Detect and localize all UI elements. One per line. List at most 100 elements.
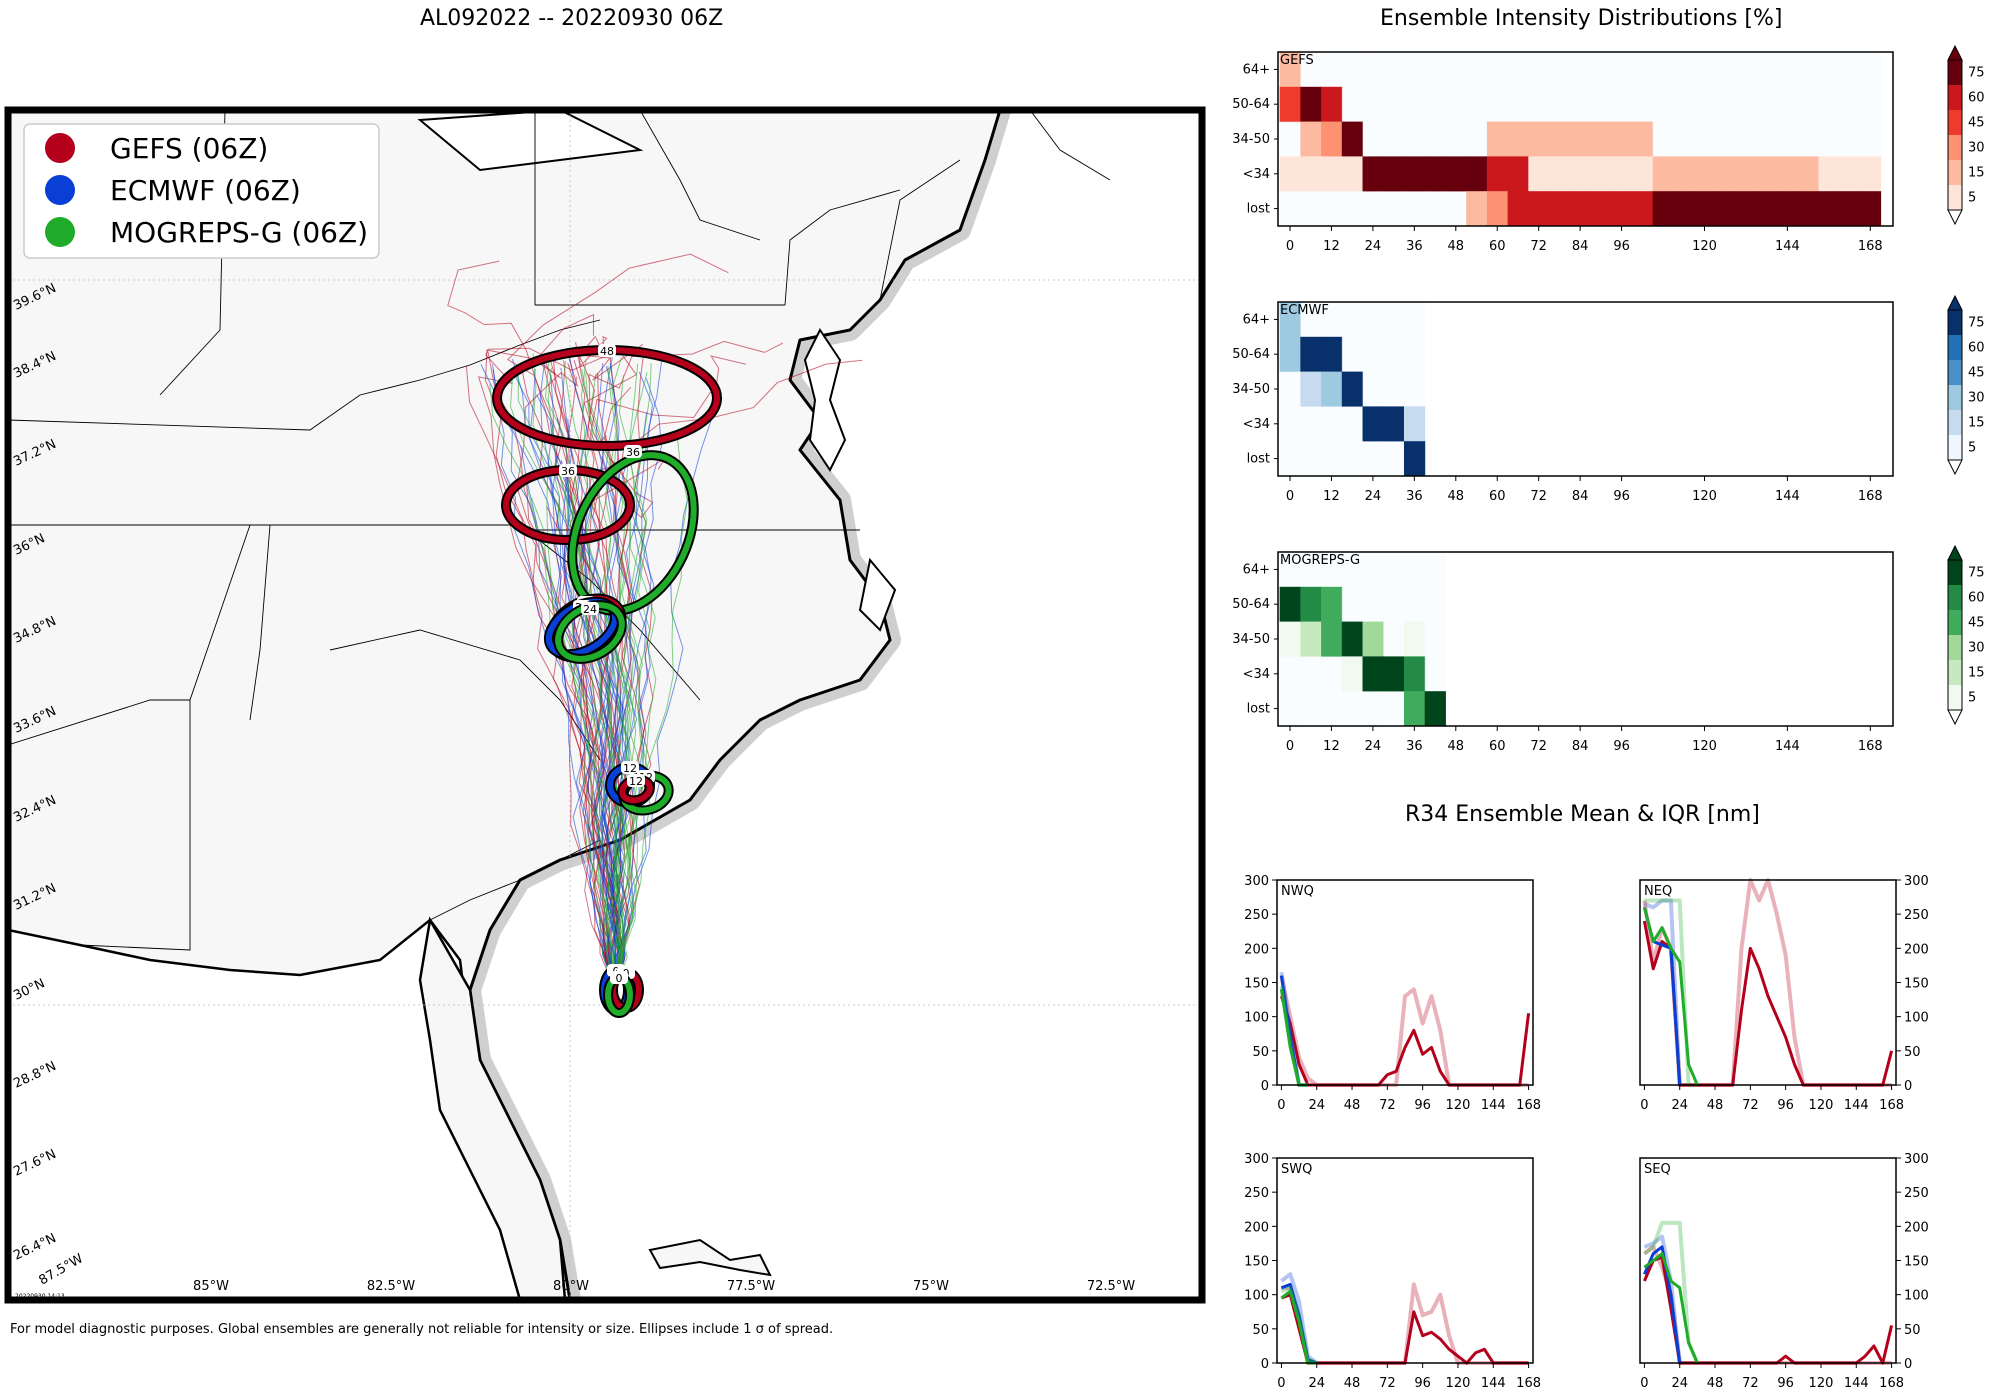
colorbar-tick-label: 45	[1968, 616, 1985, 631]
colorbar-frame	[1947, 559, 1963, 711]
r34-panel-title: SEQ	[1644, 1162, 1671, 1177]
heatmap-cell	[1321, 586, 1343, 623]
colorbar-segment	[1948, 110, 1962, 135]
heatmap-cell	[1631, 191, 1654, 227]
heatmap-cell	[1403, 302, 1426, 338]
heatmap-cell	[1383, 371, 1405, 407]
heatmap-cell	[1383, 52, 1405, 88]
x-tick-label: 168	[1879, 1376, 1904, 1391]
heatmap-cell	[1673, 191, 1695, 227]
heatmap-cell	[1777, 52, 1799, 88]
heatmap-cell	[1673, 156, 1695, 192]
lon-label: 82.5°W	[367, 1279, 415, 1294]
r34-title: R34 Ensemble Mean & IQR [nm]	[1405, 802, 1760, 827]
heatmap-cell	[1341, 441, 1364, 477]
heatmap-cell	[1818, 156, 1840, 192]
colorbar-frame	[1947, 59, 1963, 211]
x-tick-label: 120	[1692, 239, 1717, 254]
pamlico-sound	[858, 557, 897, 632]
heatmap-cell	[1362, 621, 1384, 657]
y-tick-label: 50-64	[1232, 97, 1270, 112]
colorbar-segment	[1948, 410, 1962, 435]
heatmap-cell	[1777, 191, 1799, 227]
heatmap-title: GEFS	[1280, 53, 1314, 68]
heatmap-cell	[1445, 121, 1467, 157]
heatmap-cell	[1279, 336, 1301, 373]
y-tick-label: 100	[1904, 1011, 1929, 1026]
r34-series-line	[1281, 1282, 1529, 1365]
x-tick-label: 144	[1844, 1098, 1869, 1113]
intensity-title: Ensemble Intensity Distributions [%]	[1380, 6, 1783, 31]
r34-panel: SWQ 0 50 100 150 200 250 300 0 24 48 72 96 120 144 168	[1244, 1152, 1541, 1391]
heatmap-cell	[1279, 86, 1301, 123]
heatmap-panel: GEFS 64+ 50-64 34-50 <34 lost 0 12 24 36 48 60 72 84 9…	[1232, 44, 1985, 254]
heatmap-cell	[1714, 191, 1737, 227]
heatmap-cell	[1528, 52, 1550, 88]
heatmap-cell	[1486, 191, 1509, 227]
heatmap-cell	[1321, 302, 1343, 338]
heatmap-cell	[1528, 156, 1550, 192]
heatmap-cell	[1321, 406, 1343, 442]
x-tick-label: 72	[1742, 1376, 1759, 1391]
x-tick-label: 84	[1572, 489, 1589, 504]
heatmap-cell	[1383, 586, 1405, 623]
heatmap-cell	[1424, 586, 1446, 623]
heatmap-cell	[1590, 156, 1612, 192]
y-tick-label: <34	[1243, 417, 1270, 432]
ensemble-track	[489, 384, 616, 991]
heatmap-cell	[1279, 441, 1301, 477]
colorbar-frame	[1947, 309, 1963, 461]
ensemble-track	[465, 366, 616, 991]
heatmap-cell	[1631, 86, 1654, 123]
ellipse-label: 12	[629, 775, 643, 788]
x-tick-label: 0	[1277, 1376, 1285, 1391]
ellipse-label: 12	[623, 762, 637, 775]
heatmap-cell	[1300, 621, 1322, 657]
heatmap-cell	[1673, 86, 1695, 123]
heatmap-cell	[1403, 52, 1426, 88]
x-tick-label: 12	[1323, 239, 1340, 254]
x-tick-label: 72	[1379, 1098, 1396, 1113]
heatmap-cell	[1859, 191, 1882, 227]
heatmap-cell	[1631, 156, 1654, 192]
ensemble-track	[562, 359, 629, 991]
r34-series-line	[1643, 1252, 1699, 1364]
heatmap-cell	[1321, 371, 1343, 407]
ellipse-label-bg	[621, 761, 639, 774]
colorbar-segment	[1948, 360, 1962, 385]
heatmap-cell	[1362, 586, 1384, 623]
x-tick-label: 144	[1775, 739, 1800, 754]
colorbar-tick-label: 15	[1968, 166, 1985, 181]
heatmap-cell	[1383, 441, 1405, 477]
heatmap-cell	[1383, 302, 1405, 338]
colorbar-segment	[1948, 685, 1962, 710]
y-tick-label: 100	[1904, 1289, 1929, 1304]
heatmap-cell	[1383, 552, 1405, 588]
y-tick-label: 34-50	[1232, 132, 1270, 147]
heatmap-cell	[1507, 121, 1529, 157]
x-tick-label: 144	[1775, 239, 1800, 254]
y-tick-label: 300	[1904, 874, 1929, 889]
colorbar-segment	[1948, 60, 1962, 85]
heatmap-cell	[1694, 52, 1716, 88]
x-tick-label: 168	[1516, 1098, 1541, 1113]
lon-label: 77.5°W	[727, 1279, 775, 1294]
track-map: 483636242424121212000 39.6°N38.4°N37.2°N…	[4, 106, 1206, 1304]
heatmap-cell	[1300, 156, 1322, 192]
heatmap-cell	[1694, 191, 1716, 227]
heatmap-cell	[1486, 156, 1509, 192]
legend-marker	[45, 133, 75, 163]
y-tick-label: 0	[1261, 1357, 1269, 1372]
heatmap-cell	[1590, 191, 1612, 227]
ensemble-track	[547, 367, 628, 991]
x-tick-label: 144	[1775, 489, 1800, 504]
colorbar-segment	[1948, 635, 1962, 660]
x-tick-label: 144	[1481, 1098, 1506, 1113]
heatmap-cell	[1569, 191, 1591, 227]
footer-note: For model diagnostic purposes. Global en…	[10, 1322, 834, 1337]
heatmap-cell	[1859, 52, 1882, 88]
heatmap-cell	[1714, 52, 1737, 88]
x-tick-label: 36	[1406, 739, 1423, 754]
heatmap-cell	[1756, 121, 1778, 157]
